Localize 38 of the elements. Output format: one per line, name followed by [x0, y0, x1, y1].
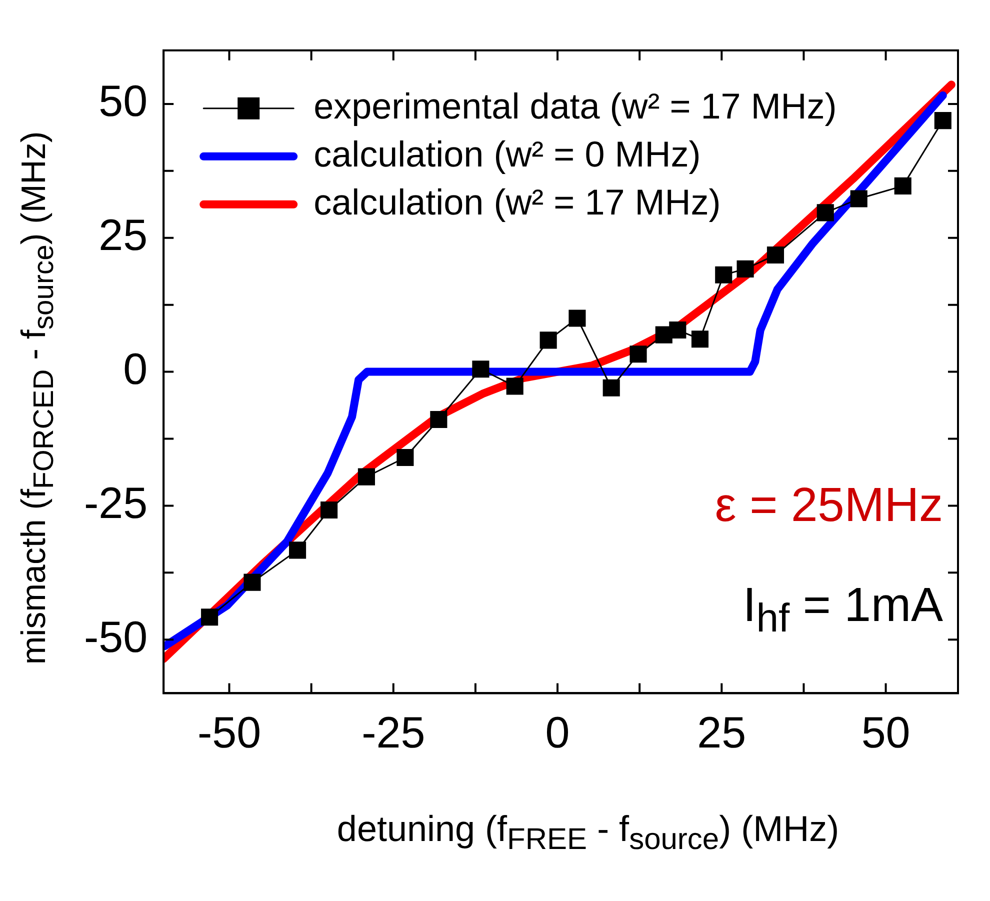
legend-label: calculation (w² = 0 MHz): [314, 133, 701, 174]
point: [430, 410, 448, 428]
x-tick-label: 0: [545, 708, 570, 758]
point: [894, 177, 912, 194]
x-tick-label: 25: [697, 708, 746, 758]
y-tick-label: -25: [84, 478, 148, 528]
legend-label: experimental data (w² = 17 MHz): [314, 85, 837, 126]
point: [201, 608, 218, 626]
x-tick-label: -25: [362, 708, 426, 758]
point: [934, 112, 952, 130]
point: [244, 574, 261, 591]
annotation: I$_{hf}$ = 1mA: [742, 578, 943, 642]
point: [506, 378, 524, 395]
point: [602, 379, 620, 396]
y-tick-label: 50: [98, 77, 148, 126]
point: [568, 310, 586, 327]
point: [766, 246, 784, 264]
point: [396, 448, 414, 466]
point: [715, 266, 732, 284]
point: [669, 321, 686, 339]
x-tick-label: -50: [197, 708, 262, 758]
point: [691, 330, 709, 348]
point: [540, 332, 557, 349]
x-axis-title: detuning (f$_{FREE}$ - f$_{source}$) (MHz): [336, 808, 840, 858]
x-tick-label: 50: [861, 708, 910, 758]
point: [630, 346, 647, 363]
annotation: ε = 25MHz: [714, 478, 943, 533]
point: [816, 204, 834, 222]
point: [850, 190, 868, 208]
y-tick-label: 25: [98, 211, 148, 260]
point: [358, 468, 375, 486]
point: [472, 360, 490, 378]
point: [289, 542, 306, 559]
point: [736, 260, 754, 278]
y-tick-label: 0: [123, 344, 148, 394]
y-tick-label: -50: [84, 612, 148, 662]
point: [320, 501, 338, 519]
legend-label: calculation (w² = 17 MHz): [314, 181, 721, 222]
